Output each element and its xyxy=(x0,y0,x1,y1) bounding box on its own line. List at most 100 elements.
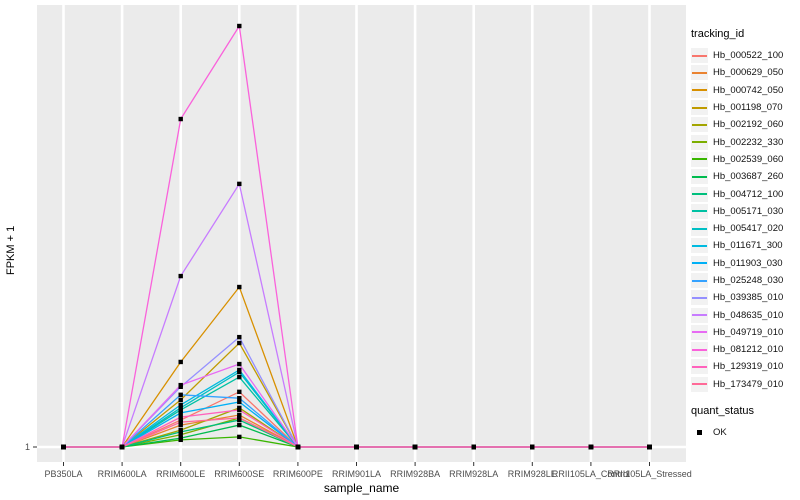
data-point xyxy=(530,444,535,450)
legend-key-swatch xyxy=(691,151,708,167)
x-tick-label: RRIM600PE xyxy=(272,469,323,479)
legend-color-items: Hb_000522_100 Hb_000629_050 Hb_000742_050 H… xyxy=(691,47,799,393)
legend-item-label: Hb_039385_010 xyxy=(713,292,784,304)
legend-item-Hb_000629_050: Hb_000629_050 xyxy=(691,64,799,81)
data-point xyxy=(237,284,242,290)
data-point xyxy=(61,444,66,450)
legend-item-label: Hb_005417_020 xyxy=(713,223,784,235)
legend-item-Hb_081212_010: Hb_081212_010 xyxy=(691,341,799,358)
x-tick-label: RRIM928LE xyxy=(507,469,557,479)
legend-key-swatch xyxy=(691,290,708,306)
legend-item-label: Hb_048635_010 xyxy=(713,309,784,321)
legend-key-swatch xyxy=(691,342,708,358)
x-tick-label: RRIM600LE xyxy=(156,469,206,479)
data-point xyxy=(178,392,183,397)
data-point xyxy=(237,334,242,340)
legend-item-label: Hb_002192_060 xyxy=(713,119,784,131)
legend-item-Hb_001198_070: Hb_001198_070 xyxy=(691,99,799,116)
legend-item-Hb_000522_100: Hb_000522_100 xyxy=(691,47,799,64)
legend-item-Hb_011903_030: Hb_011903_030 xyxy=(691,255,799,272)
legend-item-Hb_005171_030: Hb_005171_030 xyxy=(691,203,799,220)
data-point xyxy=(237,23,242,29)
data-point xyxy=(178,419,183,425)
legend-item-Hb_004712_100: Hb_004712_100 xyxy=(691,185,799,202)
x-tick-label: PB350LA xyxy=(44,469,83,479)
legend-key-swatch xyxy=(691,238,708,254)
data-point xyxy=(119,444,125,450)
data-point xyxy=(588,444,594,450)
y-tick-label: 1 xyxy=(24,442,30,452)
legend-key-swatch xyxy=(691,48,708,64)
x-tick-label: RRII105LA_Stressed xyxy=(607,469,692,479)
legend-item-Hb_000742_050: Hb_000742_050 xyxy=(691,82,799,99)
legend-key-swatch xyxy=(691,100,708,116)
legend-key-swatch xyxy=(691,273,708,288)
legend-item-label: Hb_002539_060 xyxy=(713,153,784,165)
legend-item-label: Hb_004712_100 xyxy=(713,188,784,200)
data-point xyxy=(178,422,183,428)
legend-key-swatch xyxy=(691,134,708,150)
x-tick-label: RRIM600SE xyxy=(214,469,265,479)
legend-color-title: tracking_id xyxy=(691,28,745,40)
data-point xyxy=(237,340,242,346)
legend-item-label: Hb_025248_030 xyxy=(713,275,784,286)
legend-item-Hb_005417_020: Hb_005417_020 xyxy=(691,220,799,237)
legend-item-label: Hb_049719_010 xyxy=(713,326,784,338)
plot-panel xyxy=(37,5,686,462)
data-point xyxy=(178,397,183,403)
legend-item-Hb_048635_010: Hb_048635_010 xyxy=(691,306,799,323)
data-point xyxy=(237,181,242,187)
data-point xyxy=(647,444,652,450)
data-point xyxy=(237,407,242,413)
legend-key-swatch xyxy=(691,307,708,323)
data-point xyxy=(178,414,183,420)
data-point xyxy=(237,434,242,440)
data-point xyxy=(412,444,418,450)
data-point xyxy=(178,429,183,435)
legend-key-swatch xyxy=(691,82,708,98)
legend-item-label: Hb_173479_010 xyxy=(713,378,784,390)
data-point xyxy=(237,367,242,373)
legend-item-label: Hb_003687_260 xyxy=(713,171,784,183)
data-point xyxy=(178,405,183,411)
x-tick-label: RRIM928LA xyxy=(449,469,499,479)
legend-item-label: Hb_011671_300 xyxy=(713,240,783,252)
data-point xyxy=(237,374,242,380)
legend-key-swatch xyxy=(691,324,708,340)
data-point xyxy=(237,422,242,428)
data-point xyxy=(178,402,183,408)
legend-key-swatch xyxy=(691,203,708,219)
legend-shape-title: quant_status xyxy=(691,404,754,417)
legend-item-Hb_002539_060: Hb_002539_060 xyxy=(691,151,799,168)
legend-item-label: Hb_000629_050 xyxy=(713,67,784,79)
data-point xyxy=(237,395,242,401)
legend-key-swatch xyxy=(691,65,708,81)
legend-shape-item: OK xyxy=(691,424,799,441)
data-point xyxy=(237,399,242,405)
legend-shape-label: OK xyxy=(713,427,727,439)
x-tick-label: RRII105LA_Control xyxy=(551,469,630,479)
y-axis-title: FPKM + 1 xyxy=(5,225,17,275)
legend-item-Hb_173479_010: Hb_173479_010 xyxy=(691,376,799,393)
legend-item-label: Hb_081212_010 xyxy=(713,344,784,356)
data-point xyxy=(237,389,242,395)
legend-item-Hb_003687_260: Hb_003687_260 xyxy=(691,168,799,185)
data-point xyxy=(178,410,183,416)
legend-item-label: Hb_011903_030 xyxy=(713,257,783,269)
legend-item-label: Hb_000742_050 xyxy=(713,84,784,96)
legend-item-label: Hb_002232_330 xyxy=(713,136,784,148)
legend-item-Hb_129319_010: Hb_129319_010 xyxy=(691,358,799,375)
legend-key-swatch xyxy=(691,186,708,202)
data-point xyxy=(237,361,242,367)
x-tick-label: RRIM928BA xyxy=(390,469,441,479)
data-point xyxy=(178,435,183,441)
legend-item-label: Hb_129319_010 xyxy=(713,361,784,373)
legend-item-label: Hb_000522_100 xyxy=(713,50,784,62)
data-point xyxy=(178,116,183,122)
legend-key-swatch xyxy=(691,376,708,392)
legend-key-swatch xyxy=(691,117,708,133)
data-point xyxy=(178,273,183,279)
data-point xyxy=(178,432,183,437)
data-point xyxy=(237,415,242,421)
